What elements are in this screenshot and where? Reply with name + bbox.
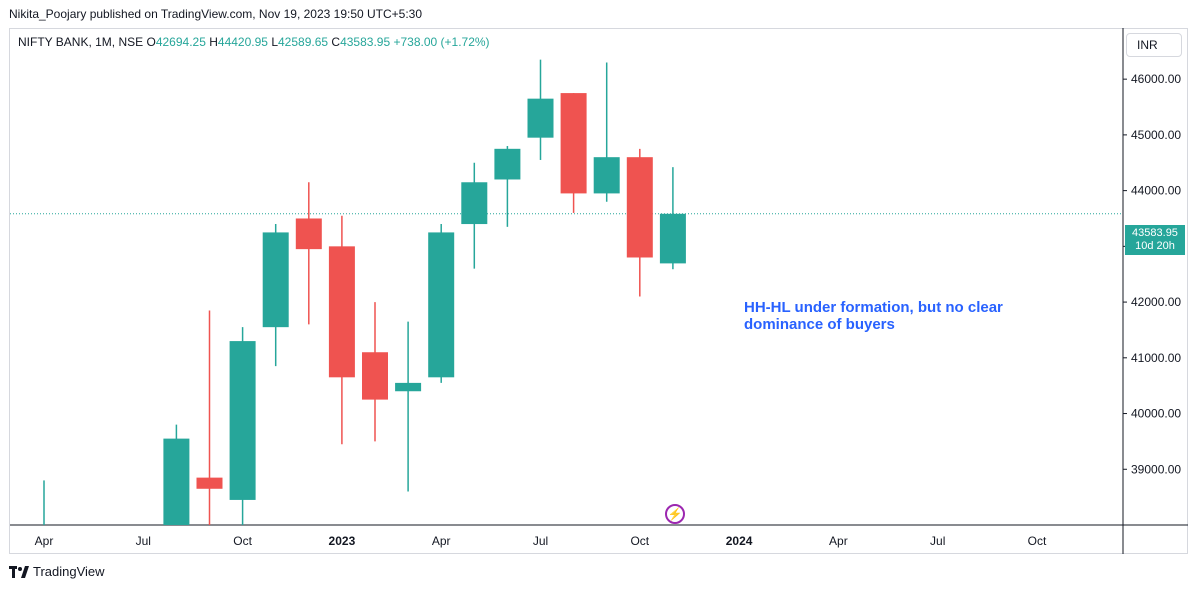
countdown-value: 10d 20h — [1135, 240, 1175, 252]
chart-annotation[interactable]: HH-HL under formation, but no clear domi… — [744, 299, 1003, 333]
candle-body — [593, 157, 620, 194]
candle — [262, 224, 289, 367]
candle — [560, 93, 587, 213]
candle-body — [494, 148, 521, 180]
x-tick-label: Apr — [35, 534, 54, 548]
candle — [362, 302, 388, 442]
last-price-value: 43583.95 — [1132, 227, 1178, 239]
x-tick-label: Jul — [930, 534, 945, 548]
published-info: Nikita_Poojary published on TradingView.… — [9, 7, 423, 21]
y-tick-label: 40000.00 — [1131, 407, 1181, 421]
candle — [395, 321, 422, 492]
x-tick-label: Jul — [533, 534, 548, 548]
axes: 39000.0040000.0041000.0042000.0043000.00… — [10, 28, 1188, 554]
open-label: O — [146, 35, 156, 49]
candle-body — [163, 438, 190, 525]
candle — [196, 310, 223, 525]
y-tick-label: 44000.00 — [1131, 184, 1181, 198]
x-tick-label: 2024 — [726, 534, 753, 548]
x-tick-label: Apr — [432, 534, 451, 548]
x-tick-label: 2023 — [329, 534, 356, 548]
top-bar: Nikita_Poojary published on TradingView.… — [0, 0, 1200, 30]
low-label: L — [271, 35, 278, 49]
candle-body — [328, 246, 355, 378]
candle — [494, 146, 521, 227]
candle — [43, 480, 45, 525]
x-tick-label: Oct — [1028, 534, 1047, 548]
candle-body — [295, 218, 322, 250]
candle-body — [659, 213, 686, 264]
candle — [229, 327, 256, 525]
y-tick-label: 45000.00 — [1131, 128, 1181, 142]
candle — [659, 167, 686, 270]
y-tick-label: 42000.00 — [1131, 295, 1181, 309]
x-tick-label: Jul — [136, 534, 151, 548]
symbol-legend: NIFTY BANK, 1M, NSE O42694.25 H44420.95 … — [18, 35, 490, 49]
candle — [295, 182, 322, 325]
close-label: C — [331, 35, 341, 49]
candle — [626, 148, 653, 297]
symbol-name: NIFTY BANK, 1M, NSE — [18, 35, 144, 49]
candle — [428, 224, 455, 383]
x-tick-label: Apr — [829, 534, 848, 548]
chart-frame[interactable] — [9, 28, 1188, 554]
candle-body — [395, 382, 422, 392]
candle-body — [527, 98, 554, 138]
candle — [163, 424, 190, 525]
candle — [527, 59, 554, 160]
y-tick-label: 41000.00 — [1131, 351, 1181, 365]
candle-body — [362, 352, 388, 400]
candle-body — [461, 182, 488, 225]
change-value: +738.00 (+1.72%) — [393, 35, 490, 49]
candle-body — [428, 232, 455, 378]
x-tick-label: Oct — [630, 534, 649, 548]
candle-body — [560, 93, 587, 194]
candle-body — [626, 157, 653, 258]
low-value: 42589.65 — [278, 35, 329, 49]
x-tick-label: Oct — [233, 534, 252, 548]
candle-body — [229, 341, 256, 500]
high-label: H — [209, 35, 218, 49]
candles — [43, 59, 686, 525]
open-value: 42694.25 — [155, 35, 206, 49]
y-tick-label: 46000.00 — [1131, 72, 1181, 86]
last-price-label: 43583.95 10d 20h — [1125, 225, 1185, 255]
footer-brand: TradingView — [33, 564, 105, 579]
currency-button[interactable]: INR — [1126, 33, 1182, 57]
candle — [328, 215, 355, 445]
candle-body — [196, 477, 223, 489]
y-tick-label: 39000.00 — [1131, 462, 1181, 476]
candle — [593, 62, 620, 202]
high-value: 44420.95 — [217, 35, 268, 49]
candle-body — [262, 232, 289, 328]
lightning-icon[interactable]: ⚡ — [665, 504, 685, 524]
candle — [461, 162, 488, 269]
tradingview-logo-icon — [9, 566, 29, 578]
close-value: 43583.95 — [340, 35, 391, 49]
